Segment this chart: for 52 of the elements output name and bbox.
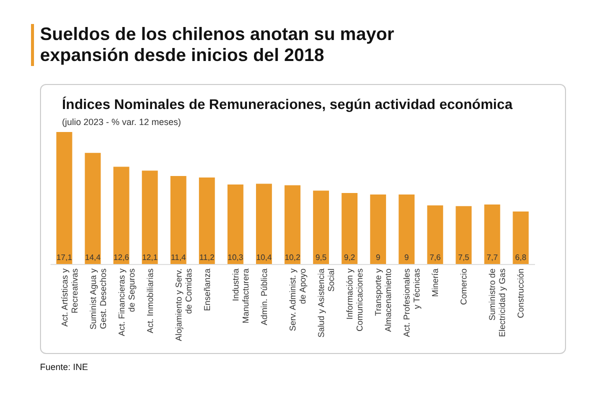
bar — [256, 184, 272, 264]
chart-subtitle: Índices Nominales de Remuneraciones, según actividad económica — [62, 96, 512, 112]
bar — [484, 204, 500, 264]
x-tick-label: Comercio — [458, 268, 469, 305]
data-label: 9,2 — [344, 253, 356, 262]
x-tick-label: Suminist Agua y Gest. Desechos — [88, 268, 108, 330]
data-label: 11,2 — [199, 253, 215, 262]
x-tick-label: Act. Artísticas y Recreativas — [59, 268, 80, 327]
x-tick-label: Act. Profesionales y Técnicas — [402, 268, 422, 338]
data-label: 7,5 — [458, 253, 470, 262]
data-label: 12,1 — [142, 253, 158, 262]
chart-title: Sueldos de los chilenos anotan su mayor expansión desde inicios del 2018 — [31, 24, 480, 66]
data-label: 6,8 — [515, 253, 527, 262]
data-label: 7,6 — [430, 253, 442, 262]
source-note: Fuente: INE — [40, 362, 88, 372]
x-tick-label: Construcción — [516, 268, 526, 318]
x-tick-label: Act. Inmobiliarias — [144, 268, 155, 334]
data-label: 9 — [376, 253, 381, 262]
data-label: 9 — [404, 253, 410, 262]
x-tick-label: Transporte y Almacenamiento — [373, 268, 394, 332]
bar — [284, 185, 300, 264]
data-label: 10,2 — [284, 253, 301, 262]
x-tick-label: Alojamiento y Serv. de Comidas — [173, 268, 194, 342]
data-label: 12,6 — [114, 253, 130, 262]
x-tick-label: Serv. Administ. y de Apoyo — [288, 268, 308, 332]
data-label: 7,7 — [486, 253, 498, 262]
bar — [313, 190, 329, 264]
bar — [342, 192, 358, 264]
bar — [113, 166, 130, 264]
bar — [56, 132, 72, 264]
data-label: 9,5 — [315, 253, 328, 262]
bar — [370, 194, 386, 264]
x-tick-label: Act. Financieras y de Seguros — [116, 268, 136, 336]
x-tick-label: Admin. Pública — [258, 268, 269, 326]
x-tick-label: Enseñanza — [202, 268, 212, 312]
data-label: 10,4 — [256, 253, 272, 262]
bar — [398, 194, 415, 264]
text: (julio 2023 - % var. 12 meses) — [62, 117, 182, 127]
bar — [456, 206, 472, 264]
bar — [170, 176, 186, 264]
data-label: 10,3 — [228, 253, 244, 262]
data-label: 11,4 — [170, 253, 186, 262]
bar — [427, 205, 444, 264]
data-label: 14,4 — [85, 253, 102, 262]
data-label: 17,1 — [56, 253, 73, 262]
bar — [142, 170, 158, 264]
bar — [198, 178, 215, 264]
x-tick-label: Suministro de Electricidad y Gas — [487, 268, 508, 337]
bar — [84, 152, 101, 264]
bar — [227, 184, 244, 264]
x-tick-label: Minería — [430, 268, 440, 297]
bar — [512, 212, 529, 264]
